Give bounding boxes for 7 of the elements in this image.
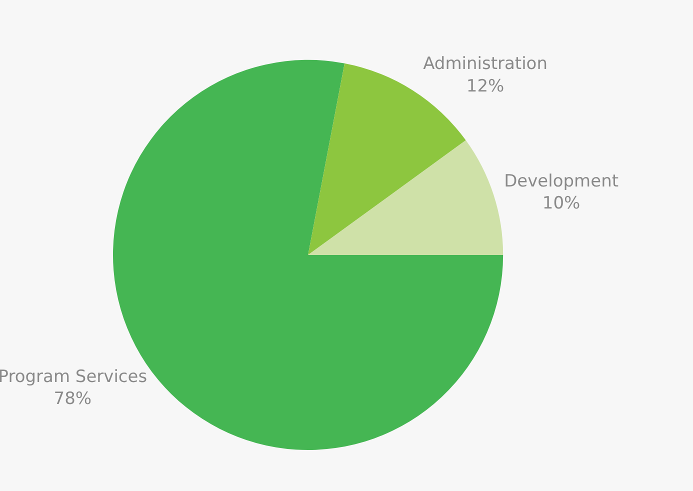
pie-slice xyxy=(308,140,504,255)
slice-label: Administration xyxy=(423,54,548,74)
data-label: 10% xyxy=(542,194,580,214)
slice-label: Development xyxy=(504,172,619,192)
data-label: 12% xyxy=(466,76,504,96)
data-label: 78% xyxy=(54,388,92,409)
slice-label: Program Services xyxy=(0,366,148,387)
